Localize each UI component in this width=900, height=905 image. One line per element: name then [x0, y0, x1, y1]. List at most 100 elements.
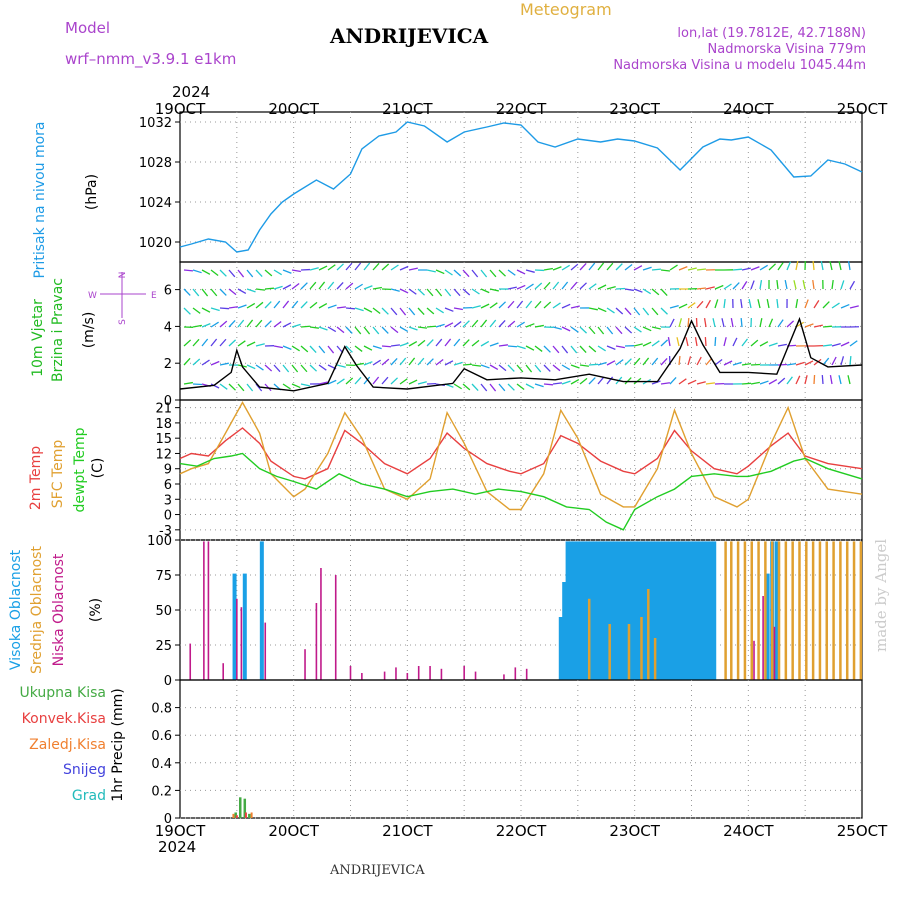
panel-4: 00.20.40.60.8 [151, 680, 862, 827]
cloud-label-3: Niska Oblacnost [51, 553, 67, 666]
bar-1 [628, 624, 631, 680]
wind-barb [544, 302, 551, 308]
wind-barb [553, 365, 560, 371]
wind-barb [742, 383, 751, 384]
wind-barb [247, 303, 255, 308]
x-tick-label-bottom: 23OCT [609, 822, 660, 840]
bar-1 [839, 541, 842, 680]
wind-barb [634, 266, 642, 270]
wind-barb [472, 365, 481, 366]
wind-barb [850, 306, 859, 308]
wind-barb [679, 379, 686, 384]
wind-barb [418, 289, 425, 295]
wind-barb [301, 384, 310, 386]
wind-barb [229, 320, 235, 327]
wind-barb [778, 378, 785, 384]
wind-barb [436, 339, 442, 346]
wind-barb [526, 384, 534, 388]
wind-barb [607, 361, 615, 365]
bar-2 [350, 666, 352, 680]
wind-label-2: Brzina i Pravac [50, 278, 66, 382]
wind-barb [697, 357, 701, 365]
wind-barb [643, 289, 651, 294]
wind-barb [751, 267, 759, 270]
bar-2 [463, 666, 465, 680]
wind-barb [741, 299, 742, 308]
wind-barb [544, 384, 553, 385]
wind-barb [535, 301, 541, 308]
bar-2 [361, 673, 363, 680]
wind-barb [652, 308, 658, 315]
bar-0 [579, 541, 583, 680]
wind-barb [382, 346, 391, 347]
wind-barb [427, 340, 433, 346]
wind-barb [202, 270, 210, 274]
bar-2 [762, 596, 764, 680]
wind-barb [553, 303, 560, 308]
x-tick-label-bottom: 25OCT [837, 822, 888, 840]
wind-barb [454, 339, 460, 346]
bar-2 [304, 649, 306, 680]
wind-barb [256, 270, 262, 277]
y-tick-label: 0.8 [151, 702, 172, 717]
wind-barb [508, 321, 515, 327]
wind-barb [607, 287, 616, 289]
bar-0 [559, 617, 563, 680]
wind-barb [778, 263, 783, 270]
wind-barb [274, 270, 282, 275]
y-tick-label: 75 [155, 569, 172, 584]
wind-barb [247, 320, 253, 327]
wind-barb [202, 324, 210, 327]
y-tick-label: 3 [164, 493, 172, 508]
y-tick-label: 0 [164, 674, 172, 689]
wind-barb [436, 308, 444, 313]
year-bottom: 2024 [158, 838, 196, 856]
bar-2 [320, 568, 322, 680]
wind-barb [850, 281, 854, 289]
wind-barb [526, 365, 532, 372]
wind-barb [238, 384, 244, 391]
wind-barb [571, 327, 578, 332]
wind-barb [247, 384, 253, 391]
bar-2 [251, 812, 253, 818]
wind-barb [256, 365, 263, 370]
wind-barbs [184, 261, 859, 391]
bar-1 [785, 541, 788, 680]
wind-barb [706, 300, 710, 308]
bar-1 [826, 541, 829, 680]
wind-barb [436, 270, 444, 274]
model-label: Model [65, 19, 110, 37]
wind-barb [751, 281, 754, 289]
bar-0 [233, 574, 237, 680]
wind-barb [229, 340, 236, 346]
wind-barb [184, 270, 193, 271]
pressure-unit: (hPa) [84, 174, 100, 210]
wind-barb [571, 264, 578, 270]
bar-0 [617, 541, 621, 680]
wind-barb [238, 341, 245, 346]
wind-barb [283, 323, 291, 327]
wind-barb [382, 264, 389, 270]
wind-barb [715, 285, 723, 289]
precip-legend-item: Zaledj.Kisa [29, 737, 106, 753]
wind-barb [544, 365, 550, 371]
wind-barb [634, 344, 643, 346]
wind-barb [580, 327, 587, 333]
bar-1 [771, 541, 774, 680]
wind-barb [580, 378, 587, 384]
wind-barb [391, 345, 400, 346]
wind-barb [481, 304, 489, 308]
wind-barb [670, 306, 679, 308]
bar-1 [647, 589, 650, 680]
wind-barb [697, 288, 706, 289]
wind-barb [526, 284, 534, 289]
wind-barb [589, 308, 598, 310]
wind-barb [346, 283, 353, 289]
wind-barb [445, 361, 453, 365]
wind-barb [562, 265, 570, 270]
y-tick-label: 0.2 [151, 784, 172, 799]
wind-barb [355, 346, 362, 351]
bar-2 [335, 575, 337, 680]
wind-barb [490, 384, 496, 391]
